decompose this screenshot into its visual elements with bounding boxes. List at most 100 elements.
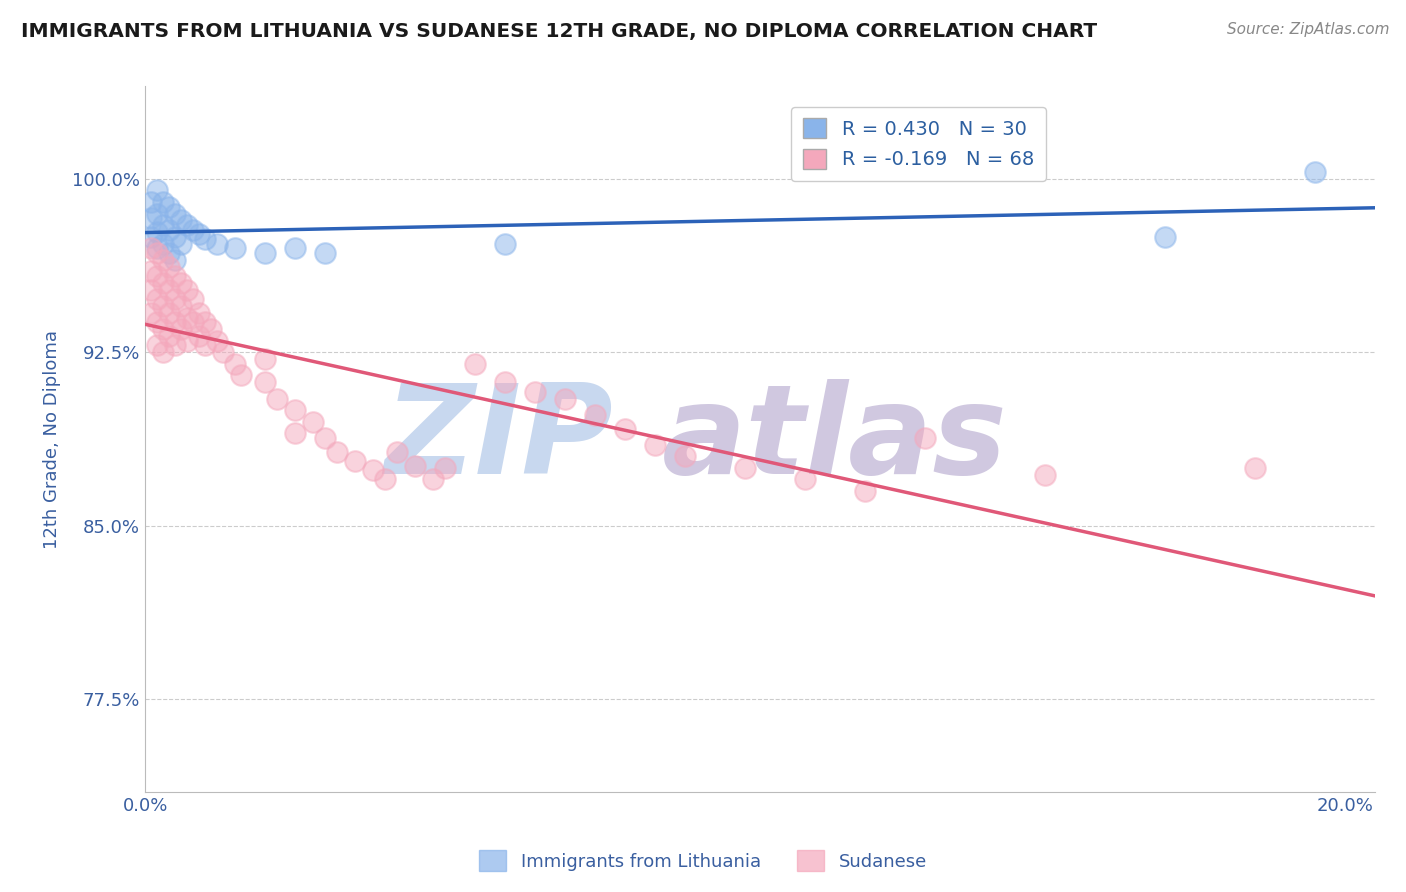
Point xyxy=(302,415,325,429)
Point xyxy=(152,276,174,290)
Point xyxy=(644,438,666,452)
Point xyxy=(1154,229,1177,244)
Point xyxy=(1244,461,1267,475)
Point xyxy=(194,315,217,329)
Point xyxy=(464,357,486,371)
Point xyxy=(554,392,576,406)
Point xyxy=(146,292,169,306)
Point xyxy=(853,484,876,499)
Point xyxy=(181,292,204,306)
Point xyxy=(254,245,277,260)
Point xyxy=(361,463,384,477)
Point xyxy=(139,194,162,209)
Point xyxy=(139,229,162,244)
Point xyxy=(157,329,180,343)
Point xyxy=(284,426,307,441)
Point xyxy=(157,283,180,297)
Point xyxy=(170,322,193,336)
Point xyxy=(194,338,217,352)
Point xyxy=(254,376,277,390)
Point xyxy=(188,329,211,343)
Point xyxy=(188,227,211,242)
Point xyxy=(212,345,235,359)
Point xyxy=(224,241,246,255)
Point xyxy=(614,422,637,436)
Point xyxy=(152,218,174,232)
Point xyxy=(194,232,217,246)
Point xyxy=(176,310,198,325)
Point xyxy=(152,252,174,267)
Point xyxy=(254,352,277,367)
Point xyxy=(146,315,169,329)
Point xyxy=(385,444,408,458)
Point xyxy=(284,241,307,255)
Point xyxy=(176,218,198,232)
Point xyxy=(139,283,162,297)
Point xyxy=(224,357,246,371)
Point xyxy=(146,338,169,352)
Point xyxy=(146,225,169,239)
Text: atlas: atlas xyxy=(662,378,1008,500)
Point xyxy=(794,473,817,487)
Point xyxy=(157,200,180,214)
Point xyxy=(146,268,169,283)
Point xyxy=(374,473,396,487)
Legend: Immigrants from Lithuania, Sudanese: Immigrants from Lithuania, Sudanese xyxy=(472,843,934,879)
Text: ZIP: ZIP xyxy=(384,378,613,500)
Point xyxy=(165,268,187,283)
Point xyxy=(434,461,457,475)
Point xyxy=(170,236,193,251)
Point xyxy=(139,241,162,255)
Point xyxy=(157,245,180,260)
Point xyxy=(165,315,187,329)
Point xyxy=(165,229,187,244)
Point xyxy=(176,334,198,348)
Point xyxy=(181,223,204,237)
Point xyxy=(157,306,180,320)
Point xyxy=(170,299,193,313)
Point xyxy=(176,283,198,297)
Point xyxy=(165,206,187,220)
Point xyxy=(1303,165,1326,179)
Point xyxy=(205,236,228,251)
Point xyxy=(326,444,349,458)
Point xyxy=(494,376,516,390)
Point xyxy=(139,211,162,226)
Point xyxy=(170,276,193,290)
Legend: R = 0.430   N = 30, R = -0.169   N = 68: R = 0.430 N = 30, R = -0.169 N = 68 xyxy=(792,107,1046,181)
Point xyxy=(152,299,174,313)
Point xyxy=(146,241,169,255)
Point xyxy=(314,245,336,260)
Point xyxy=(266,392,288,406)
Y-axis label: 12th Grade, No Diploma: 12th Grade, No Diploma xyxy=(44,329,60,549)
Point xyxy=(673,450,696,464)
Point xyxy=(583,408,606,422)
Point xyxy=(139,264,162,278)
Point xyxy=(157,260,180,274)
Text: IMMIGRANTS FROM LITHUANIA VS SUDANESE 12TH GRADE, NO DIPLOMA CORRELATION CHART: IMMIGRANTS FROM LITHUANIA VS SUDANESE 12… xyxy=(21,22,1097,41)
Text: Source: ZipAtlas.com: Source: ZipAtlas.com xyxy=(1226,22,1389,37)
Point xyxy=(165,252,187,267)
Point xyxy=(494,236,516,251)
Point xyxy=(1033,467,1056,482)
Point xyxy=(205,334,228,348)
Point xyxy=(152,322,174,336)
Point xyxy=(734,461,756,475)
Point xyxy=(404,458,426,473)
Point xyxy=(165,338,187,352)
Point xyxy=(422,473,444,487)
Point xyxy=(146,245,169,260)
Point xyxy=(200,322,222,336)
Point xyxy=(146,206,169,220)
Point xyxy=(284,403,307,417)
Point xyxy=(152,236,174,251)
Point xyxy=(152,194,174,209)
Point xyxy=(314,431,336,445)
Point xyxy=(524,384,547,399)
Point xyxy=(914,431,936,445)
Point xyxy=(152,345,174,359)
Point xyxy=(146,183,169,197)
Point xyxy=(157,223,180,237)
Point xyxy=(165,292,187,306)
Point xyxy=(344,454,367,468)
